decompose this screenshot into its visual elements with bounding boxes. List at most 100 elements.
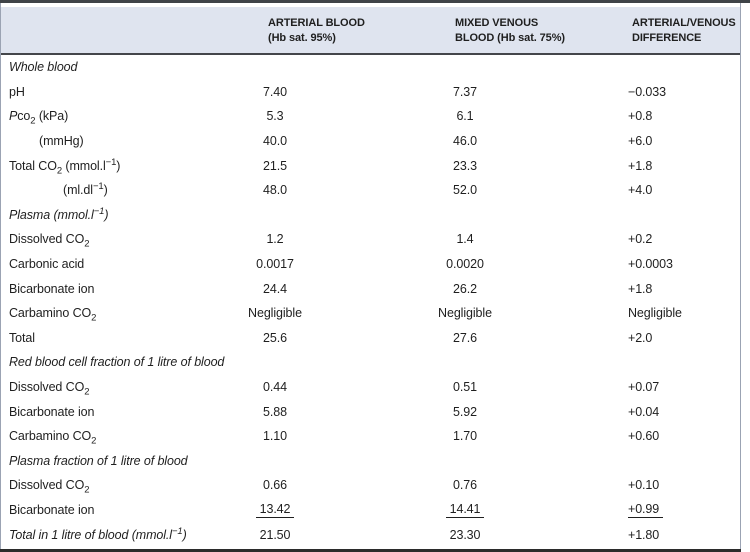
top-rule	[0, 0, 750, 3]
difference-value-cell: +0.60	[620, 429, 740, 443]
venous-value: 26.2	[453, 281, 477, 296]
header-mixed-venous-blood: MIXED VENOUS BLOOD (Hb sat. 75%)	[430, 7, 620, 53]
table-row: Dissolved CO2 0.66 0.76 +0.10	[1, 473, 740, 498]
table-row: Pco2 (kPa) 5.3 6.1 +0.8	[1, 104, 740, 129]
row-label: Red blood cell fraction of 1 litre of bl…	[9, 355, 225, 370]
venous-value-cell	[430, 60, 620, 74]
arterial-value-cell: 5.3	[240, 109, 430, 123]
arterial-value: 5.3	[266, 109, 284, 124]
row-label: pH	[9, 84, 25, 99]
arterial-value-cell	[240, 60, 430, 74]
arterial-value: 0.66	[263, 478, 287, 493]
arterial-value-cell: Negligible	[240, 306, 430, 320]
arterial-value-cell	[240, 208, 430, 222]
difference-value-cell: +1.8	[620, 282, 740, 296]
header-line: ARTERIAL/VENOUS	[632, 17, 736, 29]
table-row: Dissolved CO2 0.44 0.51 +0.07	[1, 375, 740, 400]
venous-value-cell	[430, 355, 620, 369]
header-line: MIXED VENOUS	[455, 17, 539, 29]
venous-value-cell: 14.41	[430, 502, 620, 518]
arterial-value: 21.50	[259, 527, 291, 542]
arterial-value: 25.6	[263, 330, 287, 345]
row-label: Whole blood	[9, 60, 78, 75]
arterial-value-cell: 1.10	[240, 429, 430, 443]
difference-value: +0.60	[628, 429, 660, 444]
difference-value: +6.0	[628, 134, 653, 149]
difference-value-cell: +2.0	[620, 331, 740, 345]
difference-value: +4.0	[628, 183, 653, 198]
venous-value-cell: 0.0020	[430, 257, 620, 271]
difference-value: +1.80	[628, 527, 660, 542]
table-body: Whole blood pH 7.40 7.37 −0.033 Pco2 (kP…	[1, 55, 740, 547]
venous-value-cell: Negligible	[430, 306, 620, 320]
arterial-value: Negligible	[248, 306, 302, 321]
arterial-value: 40.0	[263, 134, 287, 149]
difference-value: −0.033	[628, 84, 666, 99]
header-parameter-column	[1, 7, 240, 53]
header-line: ARTERIAL BLOOD	[268, 17, 365, 29]
row-label: Carbamino CO2	[9, 306, 97, 324]
venous-value-cell: 27.6	[430, 331, 620, 345]
arterial-value-cell: 0.0017	[240, 257, 430, 271]
difference-value-cell: +0.0003	[620, 257, 740, 271]
difference-value-cell: +0.99	[620, 502, 740, 518]
table-row: Bicarbonate ion 24.4 26.2 +1.8	[1, 276, 740, 301]
arterial-value-cell	[240, 355, 430, 369]
table-row: Dissolved CO2 1.2 1.4 +0.2	[1, 227, 740, 252]
arterial-value-cell: 24.4	[240, 282, 430, 296]
arterial-value: 13.42	[255, 502, 295, 518]
difference-value: +0.04	[628, 404, 660, 419]
difference-value: Negligible	[628, 306, 682, 321]
arterial-value-cell: 21.50	[240, 528, 430, 542]
arterial-value-cell: 7.40	[240, 85, 430, 99]
difference-value-cell: +0.10	[620, 478, 740, 492]
venous-value: 1.70	[453, 429, 477, 444]
row-label: Total	[9, 330, 35, 345]
venous-value-cell: 5.92	[430, 405, 620, 419]
row-label: (ml.dl−1)	[63, 181, 108, 198]
row-label: (mmHg)	[39, 134, 84, 149]
table-row: Carbamino CO2 1.10 1.70 +0.60	[1, 424, 740, 449]
arterial-value: 21.5	[263, 158, 287, 173]
arterial-value: 1.2	[266, 232, 284, 247]
blood-co2-table: ARTERIAL BLOOD (Hb sat. 95%) MIXED VENOU…	[0, 3, 741, 549]
difference-value-cell: +0.04	[620, 405, 740, 419]
row-label: Dissolved CO2	[9, 478, 90, 496]
table-row: Carbonic acid 0.0017 0.0020 +0.0003	[1, 252, 740, 277]
venous-value-cell: 23.3	[430, 159, 620, 173]
row-label: Pco2 (kPa)	[9, 109, 69, 127]
table-row: Red blood cell fraction of 1 litre of bl…	[1, 350, 740, 375]
arterial-value-cell: 40.0	[240, 134, 430, 148]
bottom-rule	[0, 549, 741, 552]
venous-value-cell: 1.70	[430, 429, 620, 443]
table-row: Total CO2 (mmol.l−1) 21.5 23.3 +1.8	[1, 153, 740, 178]
arterial-value: 0.0017	[256, 257, 294, 272]
venous-value: 7.37	[453, 84, 477, 99]
table-row: Whole blood	[1, 55, 740, 80]
venous-value-cell: 7.37	[430, 85, 620, 99]
table-row: Plasma fraction of 1 litre of blood	[1, 449, 740, 474]
arterial-value: 0.44	[263, 380, 287, 395]
table-row: pH 7.40 7.37 −0.033	[1, 80, 740, 105]
venous-value-cell	[430, 454, 620, 468]
difference-value: +1.8	[628, 158, 653, 173]
header-arterial-blood: ARTERIAL BLOOD (Hb sat. 95%)	[240, 7, 430, 53]
difference-value: +0.0003	[628, 257, 673, 272]
difference-value-cell: +0.8	[620, 109, 740, 123]
table-header: ARTERIAL BLOOD (Hb sat. 95%) MIXED VENOU…	[1, 7, 740, 55]
venous-value: 14.41	[445, 502, 485, 518]
arterial-value-cell: 5.88	[240, 405, 430, 419]
arterial-value: 5.88	[263, 404, 287, 419]
row-label: Carbonic acid	[9, 257, 85, 272]
difference-value: +0.10	[628, 478, 660, 493]
header-arterial-venous-difference: ARTERIAL/VENOUS DIFFERENCE	[620, 7, 740, 53]
arterial-value: 48.0	[263, 183, 287, 198]
difference-value-cell: Negligible	[620, 306, 740, 320]
row-label: Bicarbonate ion	[9, 404, 95, 419]
table-row: (mmHg) 40.0 46.0 +6.0	[1, 129, 740, 154]
arterial-value-cell: 0.66	[240, 478, 430, 492]
venous-value-cell: 0.76	[430, 478, 620, 492]
venous-value-cell: 23.30	[430, 528, 620, 542]
table-row: Bicarbonate ion 5.88 5.92 +0.04	[1, 399, 740, 424]
